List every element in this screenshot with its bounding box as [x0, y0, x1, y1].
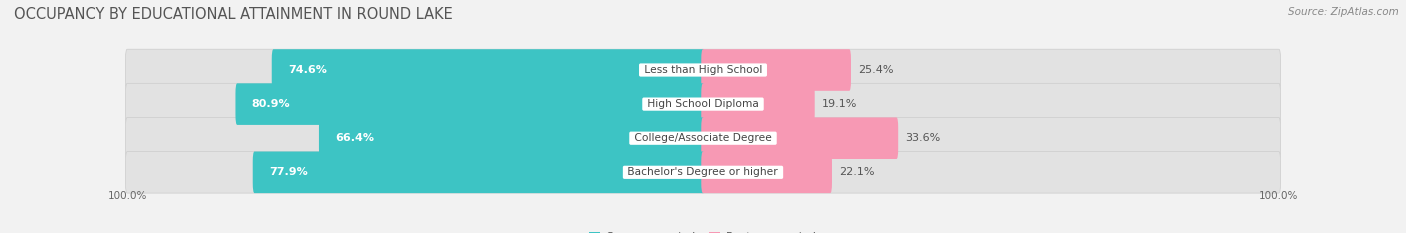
Text: College/Associate Degree: College/Associate Degree — [631, 133, 775, 143]
Text: 77.9%: 77.9% — [269, 167, 308, 177]
Text: 25.4%: 25.4% — [858, 65, 893, 75]
FancyBboxPatch shape — [702, 83, 1281, 125]
FancyBboxPatch shape — [125, 83, 704, 125]
FancyBboxPatch shape — [271, 49, 704, 91]
Text: 22.1%: 22.1% — [839, 167, 875, 177]
FancyBboxPatch shape — [702, 83, 814, 125]
FancyBboxPatch shape — [702, 151, 1281, 193]
Text: OCCUPANCY BY EDUCATIONAL ATTAINMENT IN ROUND LAKE: OCCUPANCY BY EDUCATIONAL ATTAINMENT IN R… — [14, 7, 453, 22]
FancyBboxPatch shape — [702, 117, 898, 159]
FancyBboxPatch shape — [319, 117, 704, 159]
Legend: Owner-occupied, Renter-occupied: Owner-occupied, Renter-occupied — [585, 227, 821, 233]
Text: High School Diploma: High School Diploma — [644, 99, 762, 109]
Text: 80.9%: 80.9% — [252, 99, 290, 109]
FancyBboxPatch shape — [253, 151, 704, 193]
Text: 33.6%: 33.6% — [905, 133, 941, 143]
FancyBboxPatch shape — [235, 83, 704, 125]
FancyBboxPatch shape — [702, 151, 832, 193]
Text: 100.0%: 100.0% — [107, 191, 146, 201]
Text: 66.4%: 66.4% — [335, 133, 374, 143]
Text: Less than High School: Less than High School — [641, 65, 765, 75]
FancyBboxPatch shape — [702, 49, 1281, 91]
FancyBboxPatch shape — [125, 117, 704, 159]
Text: 100.0%: 100.0% — [1260, 191, 1299, 201]
Text: Source: ZipAtlas.com: Source: ZipAtlas.com — [1288, 7, 1399, 17]
FancyBboxPatch shape — [702, 49, 851, 91]
FancyBboxPatch shape — [702, 117, 1281, 159]
FancyBboxPatch shape — [125, 49, 704, 91]
Text: Bachelor's Degree or higher: Bachelor's Degree or higher — [624, 167, 782, 177]
FancyBboxPatch shape — [125, 151, 704, 193]
Text: 19.1%: 19.1% — [821, 99, 858, 109]
Text: 74.6%: 74.6% — [288, 65, 326, 75]
